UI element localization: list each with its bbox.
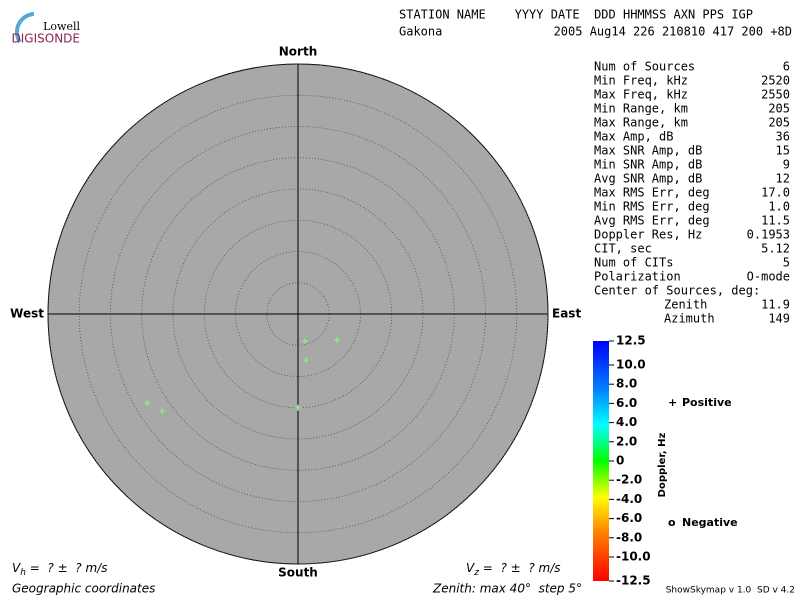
north-label: North bbox=[279, 45, 317, 59]
colorbar-tick-label: -6.0 bbox=[616, 511, 642, 525]
stat-value: 2520 bbox=[761, 74, 790, 88]
source-marker bbox=[303, 357, 310, 364]
stat-value: 0.1953 bbox=[747, 228, 790, 242]
center-zenith: 11.9 bbox=[761, 298, 790, 312]
header-values: 2005 Aug14 226 210810 417 200 +8D bbox=[554, 25, 792, 39]
legend-negative-symbol: o bbox=[668, 516, 676, 529]
stat-label: Max Freq, kHz bbox=[594, 88, 688, 102]
stat-label: Min RMS Err, deg bbox=[594, 200, 710, 214]
center-azimuth-label: Azimuth bbox=[664, 312, 715, 326]
stat-value: 36 bbox=[776, 130, 790, 144]
stat-label: CIT, sec bbox=[594, 242, 652, 256]
stat-label: Max RMS Err, deg bbox=[594, 186, 710, 200]
stat-label: Min Range, km bbox=[594, 102, 688, 116]
center-azimuth: 149 bbox=[768, 312, 790, 326]
colorbar-tick-label: -4.0 bbox=[616, 492, 642, 506]
stat-label: Max SNR Amp, dB bbox=[594, 144, 702, 158]
vh-label: Vh = ? ± ? m/s bbox=[12, 561, 107, 578]
legend-positive: Positive bbox=[682, 396, 732, 409]
stat-value: 6 bbox=[783, 60, 790, 74]
stat-value: 5.12 bbox=[761, 242, 790, 256]
stat-label: Polarization bbox=[594, 270, 681, 284]
stat-value: 205 bbox=[768, 102, 790, 116]
colorbar-tick-label: 8.0 bbox=[616, 377, 637, 391]
stat-label: Max Amp, dB bbox=[594, 130, 673, 144]
source-marker bbox=[159, 407, 166, 414]
source-marker bbox=[302, 338, 309, 345]
colorbar-tick-label: 0 bbox=[616, 454, 624, 468]
colorbar-label: Doppler, Hz bbox=[657, 433, 668, 498]
zenith-scale: Zenith: max 40° step 5° bbox=[432, 582, 582, 596]
stat-label: Doppler Res, Hz bbox=[594, 228, 702, 242]
west-label: West bbox=[10, 307, 44, 321]
source-marker bbox=[144, 399, 151, 406]
south-label: South bbox=[278, 566, 318, 580]
stat-value: 12 bbox=[776, 172, 790, 186]
version: ShowSkymap v 1.0 SD v 4.2 bbox=[666, 586, 795, 596]
stat-label: Num of Sources bbox=[594, 60, 695, 74]
header-columns: STATION NAME YYYY DATE DDD HHMMSS AXN PP… bbox=[399, 8, 753, 22]
center-zenith-label: Zenith bbox=[664, 298, 707, 312]
colorbar bbox=[593, 341, 609, 581]
stat-label: Avg RMS Err, deg bbox=[594, 214, 710, 228]
colorbar-tick-label: -10.0 bbox=[616, 550, 651, 564]
stat-value: 17.0 bbox=[761, 186, 790, 200]
stat-label: Avg SNR Amp, dB bbox=[594, 172, 702, 186]
stat-label: Max Range, km bbox=[594, 116, 688, 130]
colorbar-tick-label: -2.0 bbox=[616, 473, 642, 487]
colorbar-tick-label: 2.0 bbox=[616, 434, 637, 448]
colorbar-tick-label: 12.5 bbox=[616, 334, 646, 348]
colorbar-tick-label: 10.0 bbox=[616, 358, 646, 372]
vz-label: Vz = ? ± ? m/s bbox=[466, 561, 561, 578]
colorbar-tick-label: 6.0 bbox=[616, 396, 637, 410]
logo-bottom: DIGISONDE bbox=[12, 32, 80, 46]
colorbar-tick-label: 4.0 bbox=[616, 415, 637, 429]
stat-label: Num of CITs bbox=[594, 256, 673, 270]
source-marker bbox=[333, 337, 340, 344]
header-station: Gakona bbox=[399, 25, 442, 39]
stat-value: 11.5 bbox=[761, 214, 790, 228]
stat-value: O-mode bbox=[747, 270, 790, 284]
east-label: East bbox=[552, 307, 581, 321]
stat-value: 9 bbox=[783, 158, 790, 172]
logo-arc bbox=[14, 12, 35, 44]
legend-negative: Negative bbox=[682, 516, 738, 529]
stat-value: 1.0 bbox=[768, 200, 790, 214]
logo-top: Lowell bbox=[43, 20, 80, 33]
coords-label: Geographic coordinates bbox=[12, 582, 155, 596]
stat-label: Min SNR Amp, dB bbox=[594, 158, 702, 172]
stat-value: 15 bbox=[776, 144, 790, 158]
stat-value: 5 bbox=[783, 256, 790, 270]
stat-label: Min Freq, kHz bbox=[594, 74, 688, 88]
stat-value: 205 bbox=[768, 116, 790, 130]
stat-value: 2550 bbox=[761, 88, 790, 102]
legend-positive-symbol: + bbox=[668, 396, 677, 409]
source-marker bbox=[295, 404, 301, 411]
colorbar-tick-label: -8.0 bbox=[616, 530, 642, 544]
colorbar-tick-label: -12.5 bbox=[616, 574, 651, 588]
center-title: Center of Sources, deg: bbox=[594, 284, 760, 298]
